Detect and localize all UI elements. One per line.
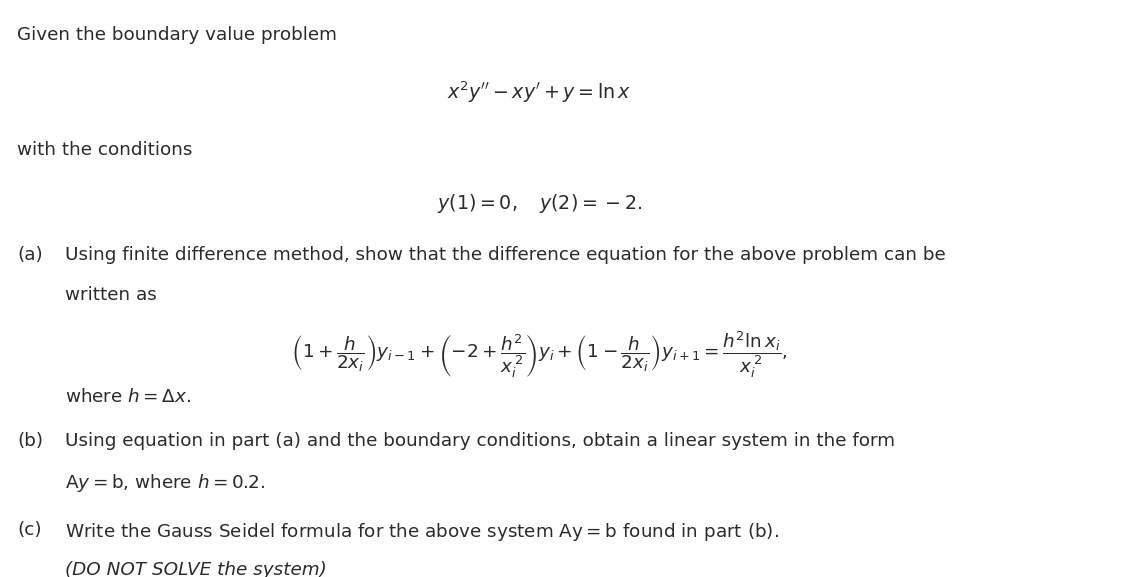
Text: Given the boundary value problem: Given the boundary value problem: [17, 26, 337, 44]
Text: (DO NOT SOLVE the system): (DO NOT SOLVE the system): [66, 561, 327, 577]
Text: written as: written as: [66, 286, 157, 304]
Text: Write the Gauss Seidel formula for the above system $\mathrm{Ay} = \mathrm{b}$ f: Write the Gauss Seidel formula for the a…: [66, 521, 779, 543]
Text: Using equation in part (a) and the boundary conditions, obtain a linear system i: Using equation in part (a) and the bound…: [66, 432, 895, 450]
Text: $x^2y'' - xy' + y = \ln x$: $x^2y'' - xy' + y = \ln x$: [447, 80, 632, 106]
Text: $\mathrm{A}y = \mathrm{b}$, where $h = 0.2$.: $\mathrm{A}y = \mathrm{b}$, where $h = 0…: [66, 472, 266, 494]
Text: $y(1) = 0, \quad y(2) = -2.$: $y(1) = 0, \quad y(2) = -2.$: [437, 192, 642, 215]
Text: where $h = \Delta x$.: where $h = \Delta x$.: [66, 388, 191, 406]
Text: (b): (b): [17, 432, 43, 450]
Text: $\left(1 + \dfrac{h}{2x_i}\right)y_{i-1} + \left(-2 + \dfrac{h^2}{x_i^{\,2}}\rig: $\left(1 + \dfrac{h}{2x_i}\right)y_{i-1}…: [291, 329, 788, 380]
Text: (a): (a): [17, 246, 43, 264]
Text: (c): (c): [17, 521, 42, 539]
Text: Using finite difference method, show that the difference equation for the above : Using finite difference method, show tha…: [66, 246, 946, 264]
Text: with the conditions: with the conditions: [17, 141, 192, 159]
